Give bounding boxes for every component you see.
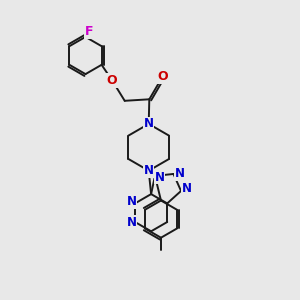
Text: N: N: [175, 167, 185, 181]
Text: N: N: [144, 117, 154, 130]
Text: N: N: [144, 164, 154, 177]
Text: O: O: [157, 70, 167, 83]
Text: N: N: [126, 195, 136, 208]
Text: O: O: [107, 74, 117, 87]
Text: N: N: [154, 171, 164, 184]
Text: F: F: [85, 25, 93, 38]
Text: N: N: [182, 182, 191, 195]
Text: N: N: [126, 215, 136, 229]
